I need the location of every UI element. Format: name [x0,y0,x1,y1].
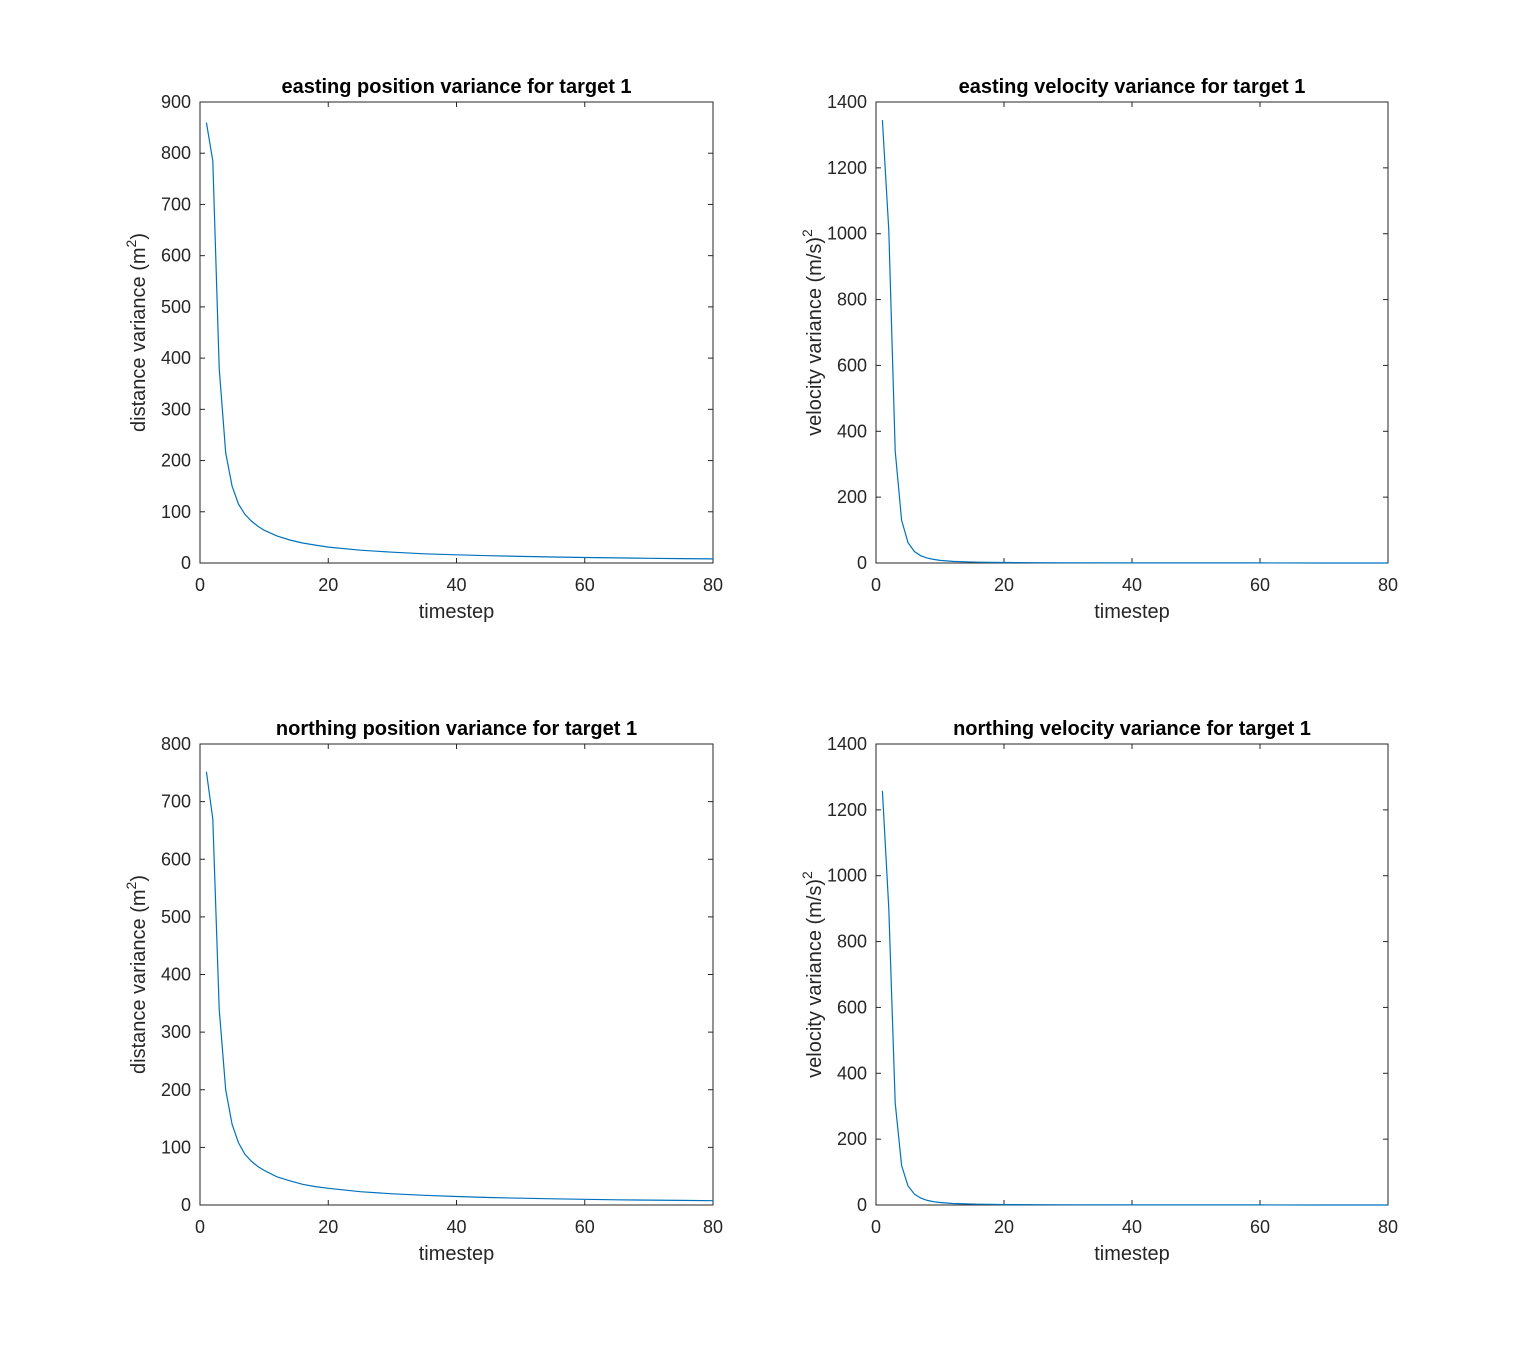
y-tick-label: 1400 [827,92,867,112]
x-tick-label: 20 [318,1217,338,1237]
y-tick-label: 1200 [827,158,867,178]
y-axis-label-tail: ) [128,233,150,240]
y-axis-label-superscript: 2 [799,229,815,237]
series-line-1 [205,122,714,560]
x-tick-label: 60 [575,575,595,595]
chart-title: northing position variance for target 1 [276,718,637,740]
x-tick-label: 80 [1378,1217,1398,1237]
y-tick-label: 300 [161,1022,191,1042]
x-tick-label: 40 [1122,1217,1142,1237]
x-tick-label: 60 [575,1217,595,1237]
x-tick-label: 0 [871,575,881,595]
y-tick-label: 400 [161,965,191,985]
y-tick-label: 0 [181,1195,191,1215]
y-tick-label: 800 [161,143,191,163]
y-tick-label: 800 [837,932,867,952]
y-tick-label: 600 [161,849,191,869]
x-tick-label: 0 [195,1217,205,1237]
y-tick-label: 400 [161,348,191,368]
plot-area [875,101,1389,564]
y-tick-label: 600 [837,355,867,375]
chart-panel-2: easting velocity variance for target 1 0 2… [799,76,1398,623]
series-line-1 [205,771,714,1202]
y-axis-label-text: velocity variance (m/s) [804,879,826,1078]
chart-title: northing velocity variance for target 1 [953,718,1311,740]
y-tick-label: 800 [837,290,867,310]
y-axis-label-superscript: 2 [123,881,139,889]
y-axis-label-superscript: 2 [123,239,139,247]
x-axis-label: timestep [1094,601,1170,623]
y-tick-label: 1400 [827,734,867,754]
chart-title: easting velocity variance for target 1 [959,76,1306,98]
y-tick-label: 100 [161,1137,191,1157]
y-tick-label: 700 [161,194,191,214]
x-tick-label: 80 [703,575,723,595]
x-tick-label: 0 [195,575,205,595]
x-tick-label: 20 [318,575,338,595]
y-axis-label-superscript: 2 [799,871,815,879]
y-tick-label: 300 [161,399,191,419]
series-line-1 [881,790,1388,1206]
y-tick-label: 0 [857,1195,867,1215]
y-tick-label: 200 [161,1080,191,1100]
y-tick-label: 200 [837,1129,867,1149]
chart-panel-4: northing velocity variance for target 1 0… [799,718,1398,1265]
y-tick-label: 200 [161,451,191,471]
plot-area [875,743,1389,1206]
y-tick-label: 700 [161,792,191,812]
y-tick-label: 1000 [827,866,867,886]
y-tick-label: 500 [161,297,191,317]
x-tick-label: 0 [871,1217,881,1237]
chart-panel-1: easting position variance for target 1 0 2… [123,76,723,623]
y-axis-label: velocity variance (m/s)2 [799,229,826,436]
y-axis-label-text: distance variance (m [128,247,150,432]
x-tick-label: 20 [994,575,1014,595]
series-line-1 [881,120,1388,564]
y-axis-label-text: distance variance (m [128,889,150,1074]
plot-area [199,743,714,1206]
x-tick-label: 60 [1250,1217,1270,1237]
y-tick-label: 1200 [827,800,867,820]
chart-panel-3: northing position variance for target 1 0… [123,718,723,1265]
x-tick-label: 40 [446,575,466,595]
x-axis-label: timestep [419,601,495,623]
y-axis-label: velocity variance (m/s)2 [799,871,826,1078]
y-tick-label: 800 [161,734,191,754]
y-tick-label: 500 [161,907,191,927]
x-tick-label: 60 [1250,575,1270,595]
x-tick-label: 80 [703,1217,723,1237]
y-tick-label: 400 [837,421,867,441]
x-axis-label: timestep [419,1243,495,1265]
y-axis-label: distance variance (m2) [123,875,150,1074]
x-tick-label: 20 [994,1217,1014,1237]
y-tick-label: 0 [857,553,867,573]
y-tick-label: 900 [161,92,191,112]
chart-title: easting position variance for target 1 [281,76,631,98]
y-tick-label: 1000 [827,224,867,244]
y-axis-label-text: velocity variance (m/s) [804,237,826,436]
y-tick-label: 200 [837,487,867,507]
y-tick-label: 600 [161,246,191,266]
y-axis-label: distance variance (m2) [123,233,150,432]
x-tick-label: 80 [1378,575,1398,595]
y-tick-label: 100 [161,502,191,522]
x-axis-label: timestep [1094,1243,1170,1265]
y-axis-label-tail: ) [128,875,150,882]
y-tick-label: 0 [181,553,191,573]
plot-area [199,101,714,564]
y-tick-label: 600 [837,997,867,1017]
x-tick-label: 40 [446,1217,466,1237]
y-tick-label: 400 [837,1063,867,1083]
x-tick-label: 40 [1122,575,1142,595]
